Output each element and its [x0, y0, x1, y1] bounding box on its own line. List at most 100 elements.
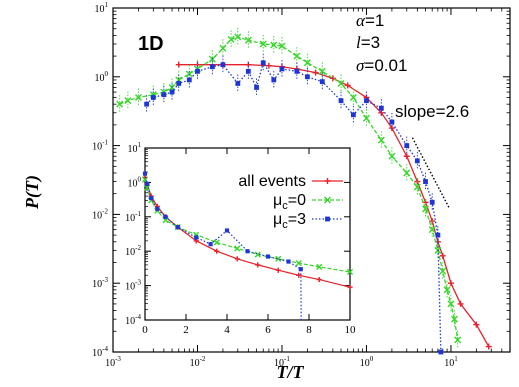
y-tick-label-exp: 1 [105, 1, 109, 9]
data-point [377, 136, 385, 144]
data-point [209, 64, 215, 70]
main-plot-frame [112, 7, 511, 353]
data-point [362, 114, 370, 122]
inset-data-point [265, 254, 271, 259]
data-point [473, 321, 480, 328]
y-tick-label: 10-4 [92, 345, 108, 359]
data-point [337, 79, 345, 87]
legend-muc3-val: =3 [288, 211, 306, 228]
data-point [485, 343, 492, 350]
data-point [338, 98, 344, 104]
inset-data-point [286, 259, 291, 264]
data-point [423, 179, 428, 184]
data-point [271, 77, 277, 83]
data-point [344, 82, 351, 89]
y-tick-label-base: 10 [92, 348, 102, 359]
param-l-val: =3 [361, 33, 380, 52]
data-point [403, 153, 410, 160]
inset-y-tick-label: 10-4 [125, 313, 141, 327]
y-tick-label-base: 10 [95, 4, 105, 15]
data-point [270, 41, 278, 49]
y-tick-label-exp: -3 [102, 276, 108, 284]
data-point [457, 300, 464, 307]
inset-data-point [155, 206, 160, 211]
legend-muc0-mu: μ [273, 192, 282, 209]
inset-x-tick-label: 2 [183, 324, 189, 336]
y-tick-label: 101 [95, 1, 109, 15]
data-point [294, 68, 300, 74]
data-point [227, 35, 235, 43]
inset-y-tick-label-base: 10 [125, 282, 135, 293]
data-point [439, 267, 447, 275]
inset-data-point [142, 171, 148, 176]
inset-frame [144, 147, 351, 321]
data-point [293, 52, 301, 60]
legend-label-muc0: μc=0 [273, 192, 306, 212]
data-point [378, 105, 384, 111]
inset-x-tick-label: 10 [345, 324, 357, 336]
data-point [176, 81, 182, 86]
data-point [265, 62, 272, 69]
data-point [260, 60, 266, 66]
inset-y-tick-label-base: 10 [128, 178, 138, 189]
param-sigma: σ=0.01 [356, 56, 407, 75]
data-point [244, 36, 252, 44]
data-point [403, 169, 411, 177]
y-tick-label-exp: -1 [102, 139, 108, 147]
inset-y-tick-label: 100 [128, 175, 142, 189]
inset-data-point [149, 196, 154, 201]
data-point [175, 61, 182, 68]
legend-muc3-mu: μ [273, 211, 282, 228]
data-point [422, 205, 430, 213]
inset-data-point [295, 260, 302, 267]
y-tick-label-base: 10 [92, 142, 102, 153]
inset-y-tick-label-base: 10 [125, 316, 135, 327]
y-tick-label: 10-2 [92, 207, 108, 221]
inset-data-point [194, 235, 199, 240]
data-point [319, 79, 325, 85]
inset-y-tick-label-exp: -4 [135, 313, 141, 321]
data-point [254, 85, 259, 90]
data-point [279, 66, 285, 72]
x-tick-label: 10-2 [190, 355, 206, 369]
x-axis-label: T/T [277, 362, 305, 382]
inset-y-tick-label: 10-3 [125, 279, 141, 293]
data-point [428, 226, 436, 234]
data-point [161, 92, 167, 98]
y-tick-label-exp: 0 [105, 70, 109, 78]
data-point [454, 336, 462, 344]
data-point [388, 152, 396, 160]
data-point [438, 349, 444, 355]
x-tick-label-base: 10 [274, 358, 284, 369]
inset-data-point [347, 284, 353, 290]
data-point [259, 40, 267, 48]
data-point [443, 286, 451, 294]
main-series-2 [144, 53, 444, 355]
y-tick-label-base: 10 [95, 73, 105, 84]
data-point [350, 112, 356, 118]
inset-data-point [213, 239, 220, 246]
inset-x-tick-label: 6 [265, 324, 271, 336]
inset-data-point [316, 276, 322, 283]
inset-data-point [316, 263, 323, 270]
panel-label: 1D [138, 33, 164, 55]
legend-muc3-sub: c [282, 219, 288, 231]
data-point [134, 94, 142, 102]
param-l: l=3 [356, 33, 380, 52]
data-point [278, 42, 286, 50]
x-tick-label-exp: -3 [115, 355, 121, 363]
param-alpha: α=1 [356, 11, 384, 30]
x-tick-label-exp: 0 [370, 355, 374, 363]
param-l-sym: l [356, 33, 361, 52]
slope-label: slope=2.6 [395, 102, 469, 121]
legend-label-muc3: μc=3 [273, 211, 306, 231]
data-point [144, 101, 150, 107]
data-point [329, 75, 336, 82]
data-point [318, 67, 326, 75]
inset-y-tick-label-base: 10 [125, 247, 135, 258]
data-point [404, 143, 410, 148]
inset-data-point [255, 262, 261, 268]
data-point [235, 81, 241, 86]
